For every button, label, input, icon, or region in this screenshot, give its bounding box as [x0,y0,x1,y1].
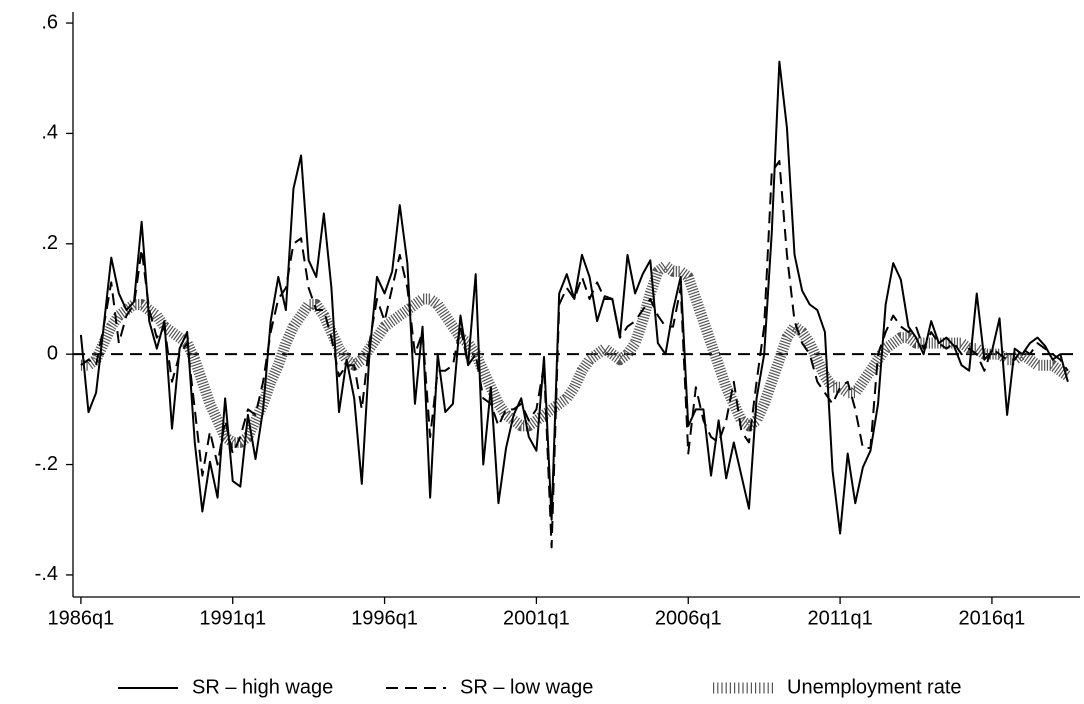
x-tick-label: 2016q1 [959,607,1026,629]
series-line [80,160,1069,549]
y-tick-label: .4 [41,122,58,144]
x-tick-label: 1986q1 [48,607,115,629]
y-tick-label: .2 [41,232,58,254]
x-tick-label: 2006q1 [655,607,722,629]
x-tick-label: 2001q1 [503,607,570,629]
y-tick-label: .6 [41,11,58,33]
x-tick-label: 2011q1 [807,607,872,629]
legend-label: SR – high wage [192,676,333,698]
legend-label: Unemployment rate [787,676,962,698]
series-line [79,60,1069,535]
x-tick-label: 1991q1 [199,607,266,629]
y-tick-label: 0 [47,342,58,364]
x-tick-label: 1996q1 [351,607,418,629]
y-tick-label: -.4 [35,563,58,585]
y-tick-label: -.2 [35,453,58,475]
legend-label: SR – low wage [460,676,593,698]
